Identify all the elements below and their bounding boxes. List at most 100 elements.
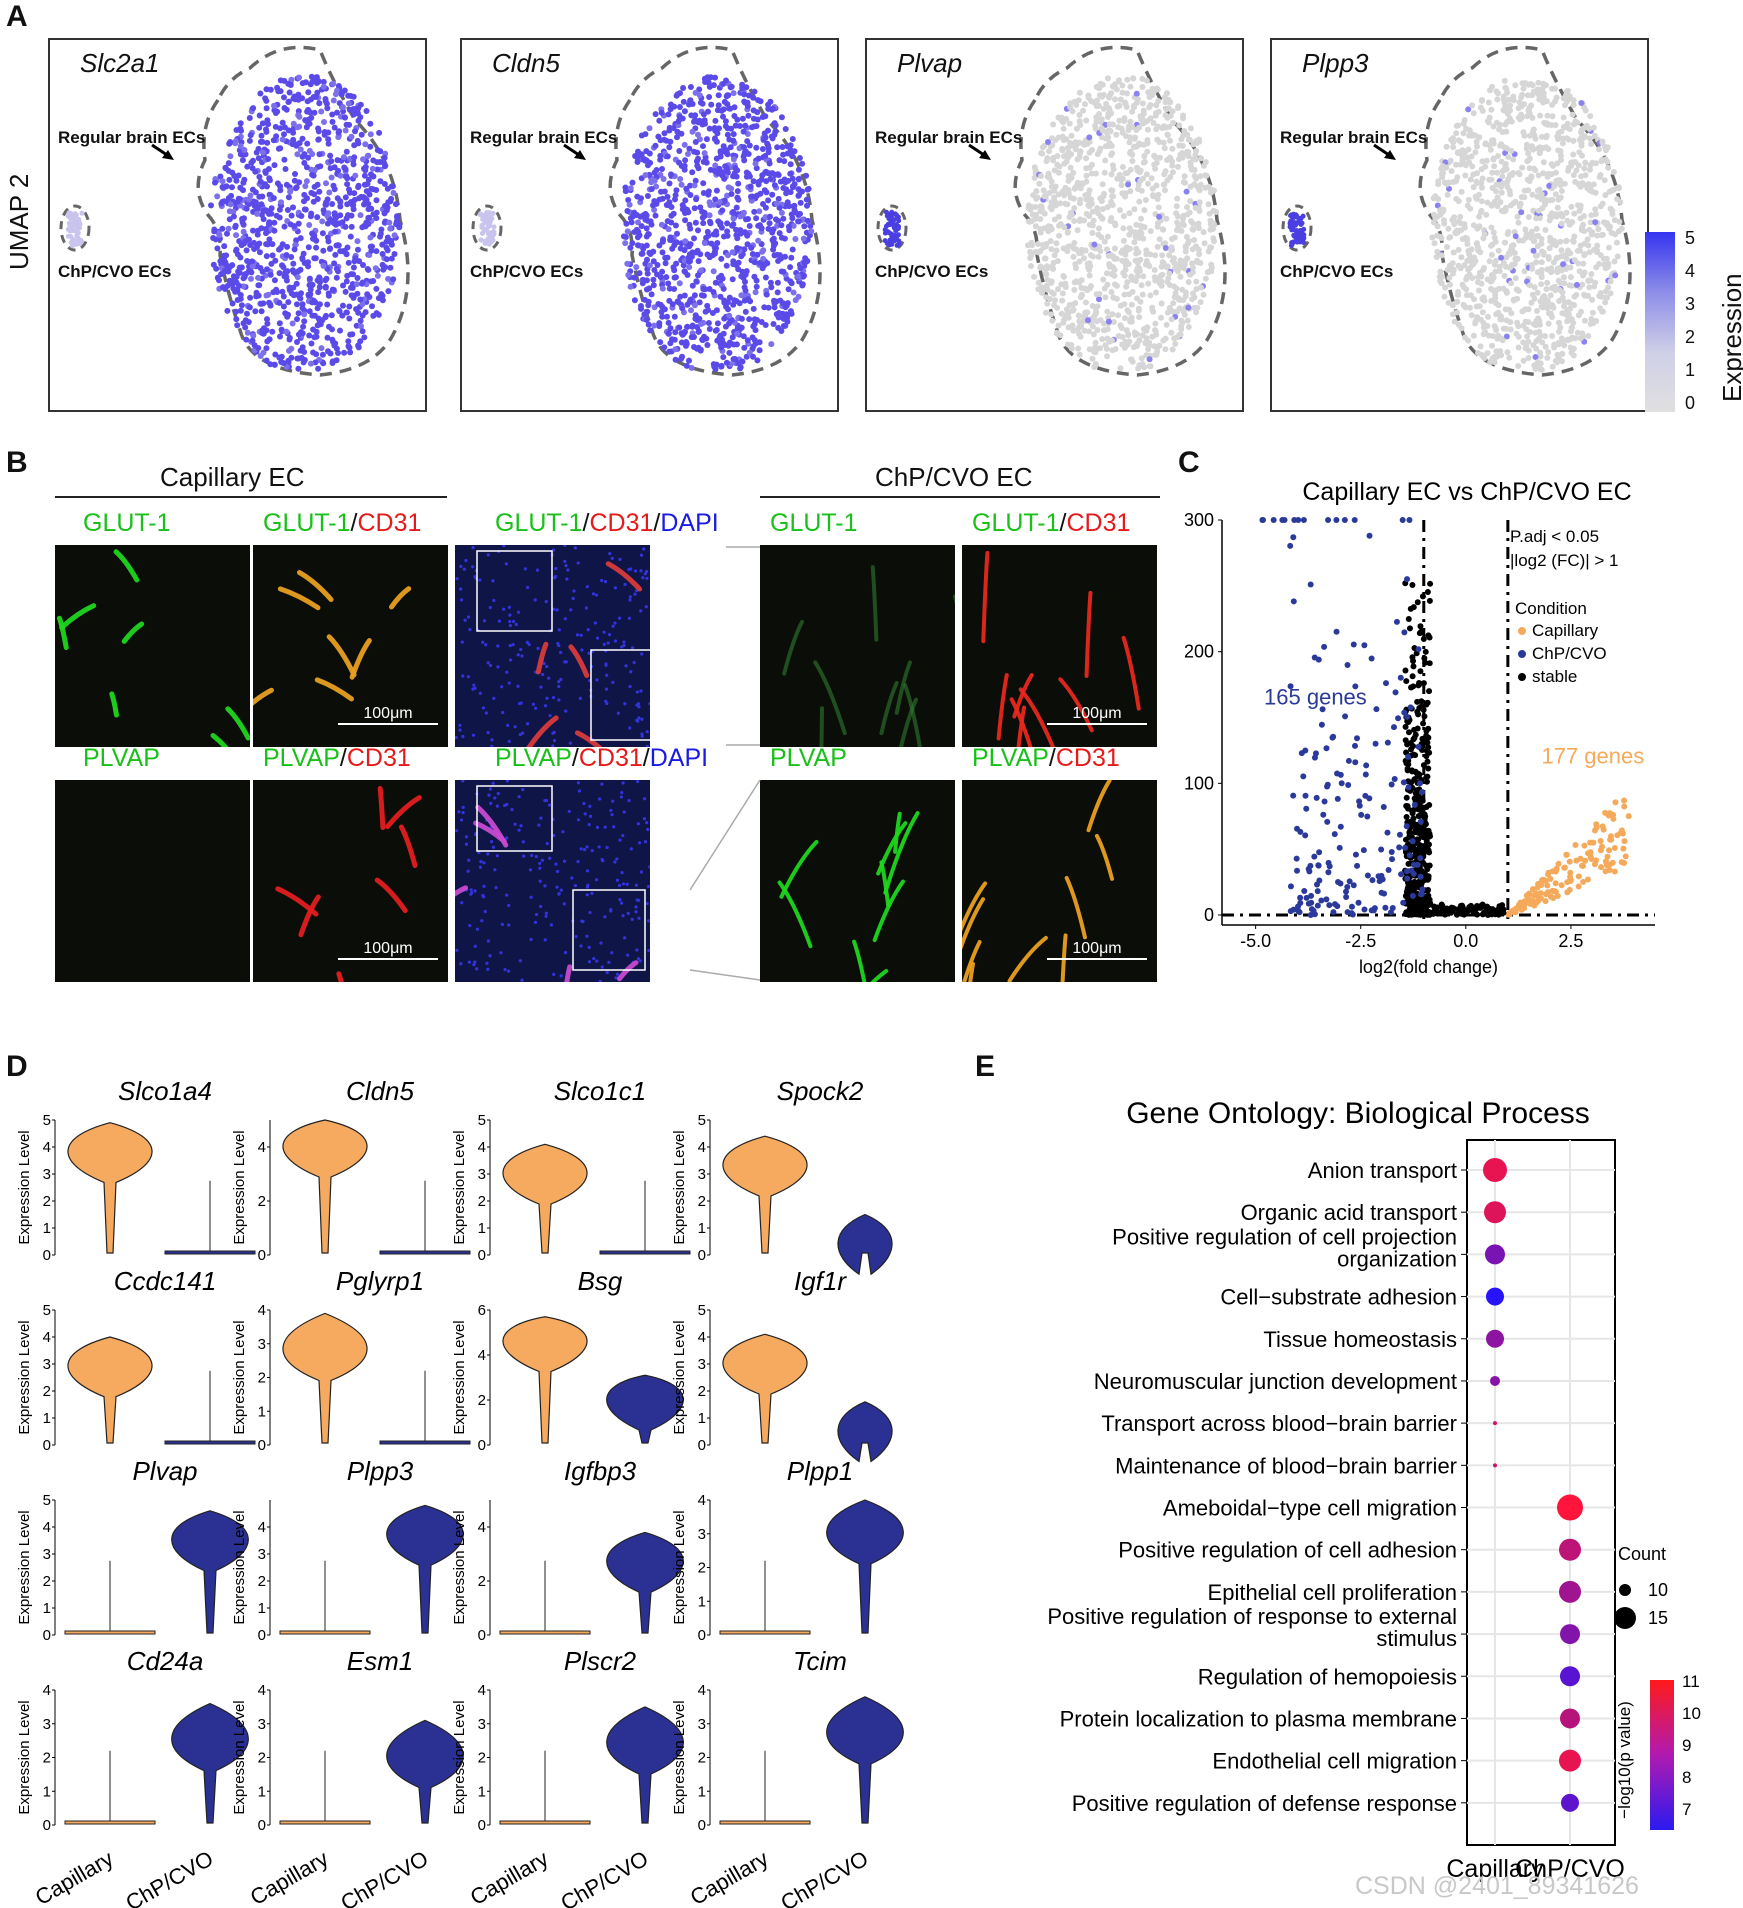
violin-spock2: Spock2 Expression Level 0 1 2 3 4 5: [671, 1076, 893, 1276]
violin-tick: 3: [43, 1546, 51, 1563]
micro-label: PLVAP/CD31: [972, 744, 1120, 772]
violin-xlabel: ChP/CVO: [556, 1846, 652, 1908]
violin-tick: 1: [258, 1783, 266, 1800]
violin-title: Spock2: [777, 1076, 864, 1106]
panel-label-e: E: [975, 1050, 996, 1083]
violin-tick: 2: [258, 1750, 266, 1767]
violin-tick: 0: [478, 1627, 486, 1644]
pvalue-legend-tick: 7: [1682, 1800, 1691, 1819]
violin-tick: 1: [698, 1410, 706, 1427]
violin-tick: 2: [698, 1383, 706, 1400]
violin-xlabel: ChP/CVO: [121, 1846, 217, 1908]
violin-ylabel: Expression Level: [16, 1320, 33, 1434]
micro-image: [455, 545, 650, 747]
go-dot: [1559, 1580, 1581, 1603]
micro-image: [55, 545, 250, 747]
violin-plvap: Plvap Expression Level 0 1 2 3 4 5: [16, 1456, 249, 1644]
violin-tick: 0: [478, 1247, 486, 1264]
violin-tick: 1: [43, 1783, 51, 1800]
volcano-ytick: 300: [1184, 510, 1214, 530]
violin-tick: 2: [258, 1370, 266, 1387]
violin-ylabel: Expression Level: [671, 1130, 688, 1244]
watermark: CSDN @2401_89341626: [1355, 1872, 1639, 1900]
violin-tick: 0: [478, 1437, 486, 1454]
micro-image: 100μm: [253, 780, 448, 982]
volcano-legend-item: stable: [1532, 667, 1577, 686]
violin-tick: 0: [258, 1247, 266, 1264]
umap-plot-slc2a1: Slc2a1 Regular brain ECs ChP/CVO ECs: [48, 38, 427, 412]
chp-header: ChP/CVO EC: [875, 462, 1033, 492]
violin-tick: 0: [478, 1817, 486, 1834]
violin-title: Ccdc141: [114, 1266, 217, 1296]
go-dot: [1484, 1201, 1506, 1224]
go-term-label: Positive regulation of response to exter…: [1047, 1604, 1457, 1629]
violin-tick: 0: [258, 1437, 266, 1454]
violin-ylabel: Expression Level: [451, 1510, 468, 1624]
scale-bar: 100μm: [338, 705, 438, 725]
go-term-label: Positive regulation of cell adhesion: [1118, 1538, 1457, 1563]
violin-title: Cd24a: [127, 1646, 204, 1676]
go-dot: [1493, 1421, 1497, 1426]
violin-grid: Slco1a4 Expression Level 0 1 2 3 4 5 Cldn5 Expres…: [16, 1076, 904, 1908]
umap-gene-name: Cldn5: [492, 48, 560, 78]
chp-ecs-label: ChP/CVO ECs: [58, 262, 172, 281]
volcano-left-count: 165 genes: [1264, 684, 1367, 709]
go-dot: [1485, 1244, 1505, 1265]
count-legend-title: Count: [1618, 1544, 1666, 1564]
pvalue-legend-title: −log10(p value): [1615, 1701, 1634, 1819]
volcano-legend-title: Condition: [1515, 599, 1587, 618]
violin-xlabel: Capillary: [31, 1846, 118, 1908]
micro-label: PLVAP: [770, 744, 847, 772]
violin-tick: 2: [43, 1573, 51, 1590]
micro-image: 100μm: [962, 780, 1157, 982]
violin-tick: 0: [43, 1627, 51, 1644]
violin-tick: 0: [43, 1247, 51, 1264]
go-term-label: Ameboidal−type cell migration: [1163, 1496, 1457, 1521]
violin-slco1a4: Slco1a4 Expression Level 0 1 2 3 4 5: [16, 1076, 256, 1264]
violin-tick: 4: [43, 1519, 51, 1536]
panel-label-c: C: [1178, 446, 1200, 479]
violin-tick: 2: [478, 1573, 486, 1590]
go-term-label: Tissue homeostasis: [1263, 1327, 1457, 1352]
scale-bar: 100μm: [1047, 705, 1147, 725]
panel-label-a: A: [6, 0, 28, 33]
violin-tick: 2: [258, 1573, 266, 1590]
regular-ecs-label: Regular brain ECs: [1280, 128, 1428, 147]
violin-plscr2: Plscr2 Expression Level 0 1 2 3 4 Capillary ChP/…: [451, 1646, 684, 1908]
violin-ylabel: Expression Level: [16, 1510, 33, 1624]
pvalue-legend-tick: 8: [1682, 1768, 1691, 1787]
violin-title: Cldn5: [346, 1076, 414, 1106]
go-term-label: Protein localization to plasma membrane: [1060, 1706, 1457, 1731]
go-term-label: Cell−substrate adhesion: [1220, 1285, 1457, 1310]
micro-label: GLUT-1/CD31: [972, 509, 1131, 537]
volcano-legend-item: ChP/CVO: [1532, 644, 1607, 663]
violin-xlabel: Capillary: [246, 1846, 333, 1908]
violin-tick: 4: [478, 1682, 486, 1699]
violin-ylabel: Expression Level: [16, 1700, 33, 1814]
violin-tick: 2: [478, 1193, 486, 1210]
expression-tick: 0: [1685, 393, 1696, 413]
go-dot: [1490, 1375, 1500, 1386]
violin-esm1: Esm1 Expression Level 0 1 2 3 4 Capillary ChP/CV…: [231, 1646, 464, 1908]
violin-title: Bsg: [578, 1266, 623, 1296]
violin-title: Igf1r: [794, 1266, 847, 1296]
count-legend-item: 10: [1648, 1580, 1668, 1600]
violin-tick: 4: [698, 1139, 706, 1156]
violin-tick: 2: [698, 1193, 706, 1210]
go-dot: [1557, 1494, 1583, 1521]
violin-tick: 5: [43, 1112, 51, 1129]
violin-tick: 2: [43, 1750, 51, 1767]
expression-tick: 1: [1685, 360, 1696, 380]
violin-tick: 3: [698, 1526, 706, 1543]
violin-cldn5: Cldn5 Expression Level 0 2 4: [231, 1076, 471, 1264]
violin-tick: 1: [698, 1220, 706, 1237]
violin-tick: 5: [698, 1112, 706, 1129]
violin-tick: 0: [698, 1437, 706, 1454]
violin-tick: 3: [43, 1356, 51, 1373]
violin-tick: 4: [43, 1329, 51, 1346]
violin-tick: 5: [478, 1112, 486, 1129]
volcano-legend-item: Capillary: [1532, 621, 1599, 640]
violin-tick: 4: [258, 1139, 266, 1156]
go-xlabel: Capillary: [1446, 1855, 1544, 1883]
violin-tick: 2: [698, 1750, 706, 1767]
